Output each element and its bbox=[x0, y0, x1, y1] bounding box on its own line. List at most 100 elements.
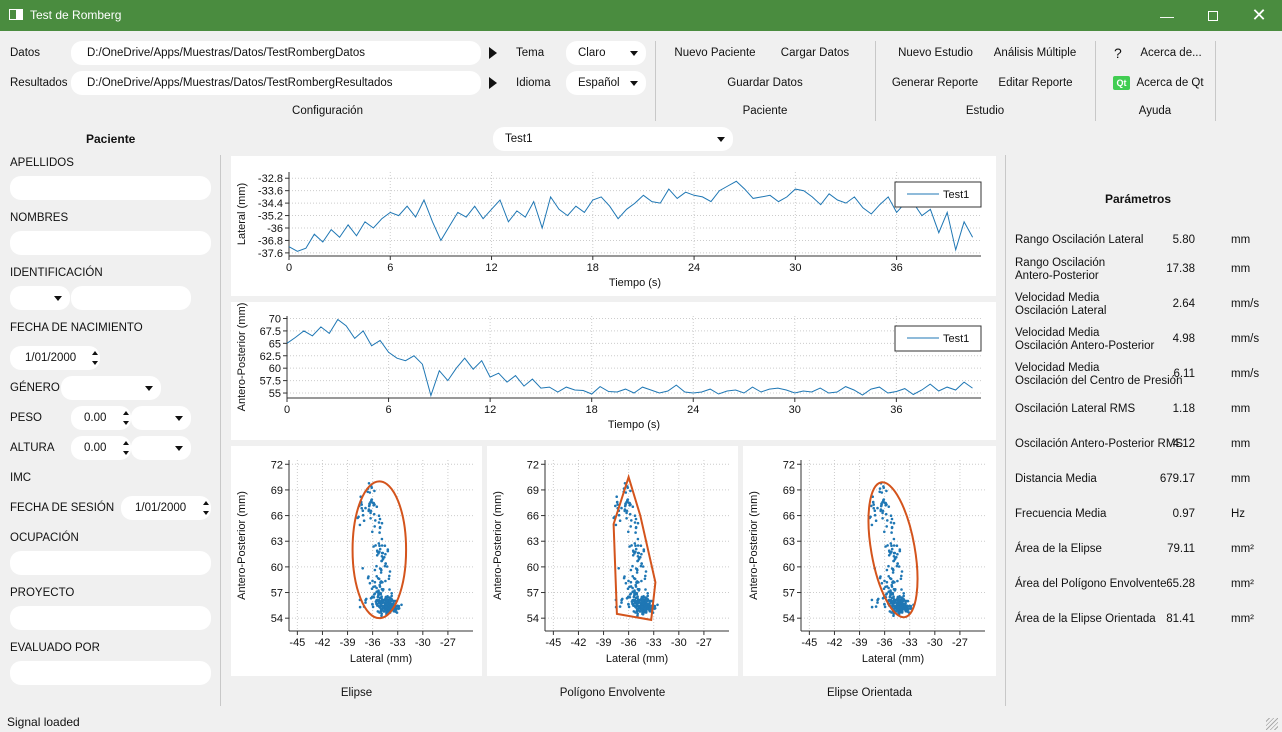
y-tick-label: 57.5 bbox=[260, 376, 281, 388]
minimize-icon[interactable]: — bbox=[1160, 7, 1174, 24]
x-tick-label: 36 bbox=[890, 262, 902, 274]
scatter-point bbox=[642, 549, 646, 553]
scatter-point bbox=[372, 501, 375, 505]
y-tick-label: 60 bbox=[269, 363, 281, 375]
resultados-browse-arrow-icon[interactable] bbox=[489, 77, 497, 89]
y-tick-label: 66 bbox=[527, 511, 539, 523]
fecha-sesion-field[interactable]: 1/01/2000 bbox=[121, 496, 211, 520]
spin-up-icon[interactable] bbox=[123, 441, 129, 445]
scatter-point bbox=[366, 490, 369, 494]
nombres-field[interactable] bbox=[10, 231, 211, 255]
app-icon bbox=[9, 9, 23, 20]
chevron-down-icon bbox=[54, 296, 62, 301]
proyecto-field[interactable] bbox=[10, 606, 211, 630]
altura-unit-select[interactable] bbox=[131, 436, 191, 460]
spin-up-icon[interactable] bbox=[92, 351, 98, 355]
spin-down-icon[interactable] bbox=[123, 421, 129, 425]
scatter-point bbox=[644, 599, 648, 603]
scatter-point bbox=[873, 509, 877, 512]
scatter-point bbox=[368, 581, 372, 585]
scatter-point bbox=[644, 570, 648, 573]
ocupacion-label: OCUPACIÓN bbox=[10, 532, 79, 544]
datos-browse-arrow-icon[interactable] bbox=[489, 47, 497, 59]
altura-field[interactable]: 0.00 bbox=[71, 436, 131, 460]
close-icon[interactable]: ✕ bbox=[1251, 5, 1267, 25]
generar-reporte-button[interactable]: Generar Reporte bbox=[891, 77, 979, 89]
idioma-select[interactable]: Español bbox=[566, 71, 646, 95]
tema-select[interactable]: Claro bbox=[566, 41, 646, 65]
spin-up-icon[interactable] bbox=[123, 411, 129, 415]
scatter-point bbox=[899, 608, 903, 612]
parameter-unit: mm bbox=[1231, 234, 1251, 246]
datos-path-field[interactable]: D:/OneDrive/Apps/Muestras/Datos/TestRomb… bbox=[71, 41, 481, 65]
scatter-point bbox=[896, 552, 899, 556]
analisis-multiple-button[interactable]: Análisis Múltiple bbox=[993, 47, 1077, 59]
scatter-point bbox=[885, 568, 889, 572]
scatter-point bbox=[361, 567, 364, 570]
genero-select[interactable] bbox=[61, 376, 161, 400]
guardar-datos-button[interactable]: Guardar Datos bbox=[727, 77, 803, 89]
ocupacion-field[interactable] bbox=[10, 551, 211, 575]
parameter-value: 4.12 bbox=[1172, 438, 1195, 450]
fecha-nacimiento-field[interactable]: 1/01/2000 bbox=[10, 346, 100, 370]
editar-reporte-button[interactable]: Editar Reporte bbox=[998, 77, 1073, 89]
status-bar: Signal loaded bbox=[7, 715, 80, 729]
nuevo-estudio-button[interactable]: Nuevo Estudio bbox=[898, 47, 973, 59]
scatter-point bbox=[636, 612, 639, 615]
scatter-point bbox=[885, 525, 888, 528]
scatter-point bbox=[876, 506, 879, 510]
x-tick-label: -36 bbox=[877, 637, 893, 649]
spin-down-icon[interactable] bbox=[92, 361, 98, 365]
parameter-name: Área de la Elipse Orientada bbox=[1015, 613, 1156, 625]
scatter-point bbox=[624, 581, 628, 585]
spin-down-icon[interactable] bbox=[123, 451, 129, 455]
scatter-point bbox=[882, 498, 886, 501]
resultados-path-field[interactable]: D:/OneDrive/Apps/Muestras/Datos/TestRomb… bbox=[71, 71, 481, 95]
chevron-down-icon bbox=[630, 51, 638, 56]
scatter-point bbox=[882, 486, 885, 490]
scatter-point bbox=[637, 558, 641, 561]
x-axis-label: Lateral (mm) bbox=[606, 653, 668, 665]
acerca-qt-button[interactable]: Acerca de Qt bbox=[1136, 77, 1204, 89]
ap-time-chart-panel: 0 6 12 18 24 30 36 70 67.5 65 62.5 60 57.5 55 Tiempo (… bbox=[231, 302, 996, 440]
y-axis-label: Lateral (mm) bbox=[236, 183, 248, 245]
scatter-point bbox=[889, 590, 892, 594]
scatter-point bbox=[895, 598, 898, 602]
scatter-point bbox=[620, 506, 623, 510]
scatter-point bbox=[888, 577, 892, 580]
spin-down-icon[interactable] bbox=[203, 511, 209, 515]
maximize-icon[interactable] bbox=[1190, 0, 1236, 31]
scatter-point bbox=[632, 577, 636, 580]
y-tick-label: 60 bbox=[783, 562, 795, 574]
scatter-point bbox=[393, 599, 397, 603]
scatter-point bbox=[371, 603, 374, 606]
scatter-point bbox=[384, 608, 388, 611]
oriented-ellipse-chart-panel: -45 -42 -39 -36 -33 -30 -27 72 69 66 63 60 57 54 Later… bbox=[743, 446, 996, 676]
scatter-point bbox=[646, 592, 649, 595]
parameter-name: Oscilación Antero-Posterior RMS bbox=[1015, 438, 1184, 450]
scatter-point bbox=[633, 521, 637, 524]
acerca-button[interactable]: Acerca de... bbox=[1140, 47, 1202, 59]
identificacion-type-select[interactable] bbox=[10, 286, 70, 310]
resize-grip-icon[interactable] bbox=[1266, 718, 1278, 730]
identificacion-field[interactable] bbox=[71, 286, 191, 310]
nuevo-paciente-button[interactable]: Nuevo Paciente bbox=[674, 47, 756, 59]
scatter-point bbox=[616, 503, 619, 506]
scatter-point bbox=[637, 581, 640, 584]
peso-unit-select[interactable] bbox=[131, 406, 191, 430]
scatter-point bbox=[882, 587, 886, 590]
scatter-point bbox=[887, 575, 890, 578]
evaluado-por-field[interactable] bbox=[10, 661, 211, 685]
scatter-point bbox=[900, 588, 903, 591]
spin-up-icon[interactable] bbox=[203, 501, 209, 505]
scatter-point bbox=[902, 607, 905, 610]
y-tick-label: -36.8 bbox=[258, 235, 283, 247]
scatter-point bbox=[360, 506, 363, 510]
scatter-point bbox=[637, 589, 641, 592]
scatter-point bbox=[902, 597, 905, 600]
peso-field[interactable]: 0.00 bbox=[71, 406, 131, 430]
cargar-datos-button[interactable]: Cargar Datos bbox=[780, 47, 850, 59]
apellidos-field[interactable] bbox=[10, 176, 211, 200]
test-select[interactable]: Test1 bbox=[493, 127, 733, 151]
x-tick-label: -36 bbox=[365, 637, 381, 649]
